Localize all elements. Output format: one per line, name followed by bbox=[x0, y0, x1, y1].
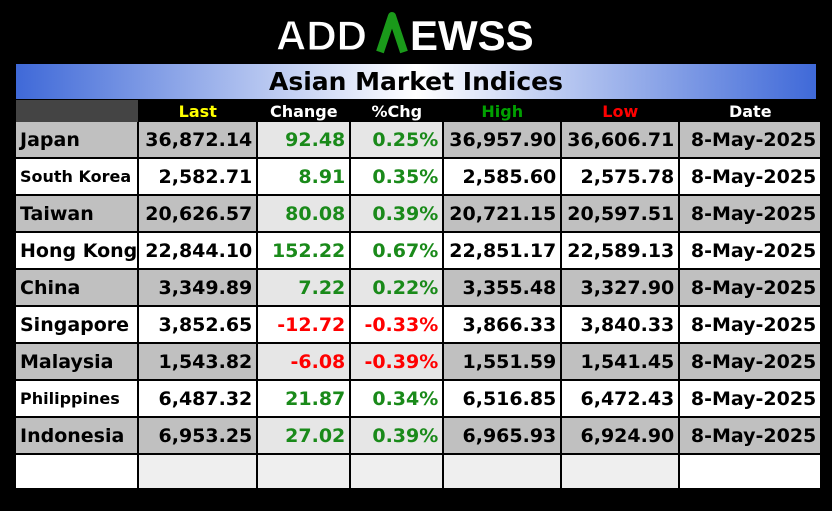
country-name: Singapore bbox=[16, 306, 140, 344]
empty-cell bbox=[443, 454, 563, 490]
table-row: Indonesia 6,953.25 27.02 0.39% 6,965.93 6,924… bbox=[16, 417, 823, 455]
header-last: Last bbox=[138, 100, 258, 122]
low-value: 6,472.43 bbox=[561, 380, 681, 418]
high-value: 36,957.90 bbox=[443, 122, 563, 159]
country-name: Philippines bbox=[16, 380, 140, 418]
date-value: 8-May-2025 bbox=[679, 343, 823, 381]
table-row: Japan 36,872.14 92.48 0.25% 36,957.90 36,606.… bbox=[16, 122, 823, 159]
last-value: 1,543.82 bbox=[138, 343, 259, 381]
change-value: 152.22 bbox=[257, 232, 352, 270]
low-value: 36,606.71 bbox=[561, 122, 681, 159]
last-value: 2,582.71 bbox=[138, 158, 259, 196]
high-value: 1,551.59 bbox=[443, 343, 563, 381]
table-row: China 3,349.89 7.22 0.22% 3,355.48 3,327.90 8-… bbox=[16, 269, 823, 307]
high-value: 6,516.85 bbox=[443, 380, 563, 418]
empty-cell bbox=[138, 454, 259, 490]
low-value: 1,541.45 bbox=[561, 343, 681, 381]
country-name: Japan bbox=[16, 122, 140, 159]
low-value: 3,327.90 bbox=[561, 269, 681, 307]
date-value: 8-May-2025 bbox=[679, 306, 823, 344]
empty-cell bbox=[350, 454, 445, 490]
date-value: 8-May-2025 bbox=[679, 417, 823, 455]
date-value: 8-May-2025 bbox=[679, 232, 823, 270]
empty-cell bbox=[16, 454, 140, 490]
header-high: High bbox=[443, 100, 562, 122]
pct-change-value: 0.39% bbox=[350, 417, 445, 455]
country-name: China bbox=[16, 269, 140, 307]
change-value: 7.22 bbox=[257, 269, 352, 307]
table-row: Hong Kong 22,844.10 152.22 0.67% 22,851.17 22… bbox=[16, 232, 823, 270]
last-value: 20,626.57 bbox=[138, 195, 259, 233]
change-value: 21.87 bbox=[257, 380, 352, 418]
high-value: 22,851.17 bbox=[443, 232, 563, 270]
high-value: 3,866.33 bbox=[443, 306, 563, 344]
empty-row bbox=[16, 454, 823, 490]
date-value: 8-May-2025 bbox=[679, 195, 823, 233]
change-value: 8.91 bbox=[257, 158, 352, 196]
low-value: 20,597.51 bbox=[561, 195, 681, 233]
country-name: Malaysia bbox=[16, 343, 140, 381]
date-value: 8-May-2025 bbox=[679, 269, 823, 307]
last-value: 6,953.25 bbox=[138, 417, 259, 455]
last-value: 6,487.32 bbox=[138, 380, 259, 418]
header-row: Last Change %Chg High Low Date bbox=[16, 100, 822, 122]
header-low: Low bbox=[561, 100, 680, 122]
last-value: 22,844.10 bbox=[138, 232, 259, 270]
high-value: 20,721.15 bbox=[443, 195, 563, 233]
pct-change-value: 0.34% bbox=[350, 380, 445, 418]
last-value: 3,349.89 bbox=[138, 269, 259, 307]
high-value: 6,965.93 bbox=[443, 417, 563, 455]
logo-n-mark bbox=[376, 12, 408, 54]
pct-change-value: 0.25% bbox=[350, 122, 445, 159]
country-name: Taiwan bbox=[16, 195, 140, 233]
pct-change-value: -0.39% bbox=[350, 343, 445, 381]
pct-change-value: 0.35% bbox=[350, 158, 445, 196]
low-value: 22,589.13 bbox=[561, 232, 681, 270]
low-value: 3,840.33 bbox=[561, 306, 681, 344]
country-name: Hong Kong bbox=[16, 232, 140, 270]
table-row: Malaysia 1,543.82 -6.08 -0.39% 1,551.59 1,541… bbox=[16, 343, 823, 381]
pct-change-value: -0.33% bbox=[350, 306, 445, 344]
header-change: Change bbox=[257, 100, 351, 122]
high-value: 3,355.48 bbox=[443, 269, 563, 307]
empty-cell bbox=[561, 454, 681, 490]
change-value: 27.02 bbox=[257, 417, 352, 455]
date-value: 8-May-2025 bbox=[679, 380, 823, 418]
header-date: Date bbox=[679, 100, 822, 122]
header-pctchg: %Chg bbox=[350, 100, 444, 122]
table-row: South Korea 2,582.71 8.91 0.35% 2,585.60 2,57… bbox=[16, 158, 823, 196]
country-name: South Korea bbox=[16, 158, 140, 196]
change-value: -12.72 bbox=[257, 306, 352, 344]
change-value: -6.08 bbox=[257, 343, 352, 381]
empty-cell bbox=[679, 454, 823, 490]
pct-change-value: 0.39% bbox=[350, 195, 445, 233]
logo-text-pre: ADD bbox=[276, 12, 367, 58]
change-value: 92.48 bbox=[257, 122, 352, 159]
last-value: 3,852.65 bbox=[138, 306, 259, 344]
table-row: Philippines 6,487.32 21.87 0.34% 6,516.85 6,4… bbox=[16, 380, 823, 418]
table-row: Singapore 3,852.65 -12.72 -0.33% 3,866.33 3,8… bbox=[16, 306, 823, 344]
header-corner bbox=[16, 100, 139, 122]
logo-text-post: EWSS bbox=[410, 12, 534, 58]
high-value: 2,585.60 bbox=[443, 158, 563, 196]
pct-change-value: 0.67% bbox=[350, 232, 445, 270]
change-value: 80.08 bbox=[257, 195, 352, 233]
empty-cell bbox=[257, 454, 352, 490]
addnewss-logo: ADD EWSS bbox=[0, 8, 832, 64]
market-indices-table: Last Change %Chg High Low Date Japan 36,8… bbox=[16, 100, 823, 490]
date-value: 8-May-2025 bbox=[679, 158, 823, 196]
low-value: 6,924.90 bbox=[561, 417, 681, 455]
low-value: 2,575.78 bbox=[561, 158, 681, 196]
last-value: 36,872.14 bbox=[138, 122, 259, 159]
table-title: Asian Market Indices bbox=[16, 64, 816, 99]
date-value: 8-May-2025 bbox=[679, 122, 823, 159]
table-row: Taiwan 20,626.57 80.08 0.39% 20,721.15 20,597… bbox=[16, 195, 823, 233]
pct-change-value: 0.22% bbox=[350, 269, 445, 307]
country-name: Indonesia bbox=[16, 417, 140, 455]
